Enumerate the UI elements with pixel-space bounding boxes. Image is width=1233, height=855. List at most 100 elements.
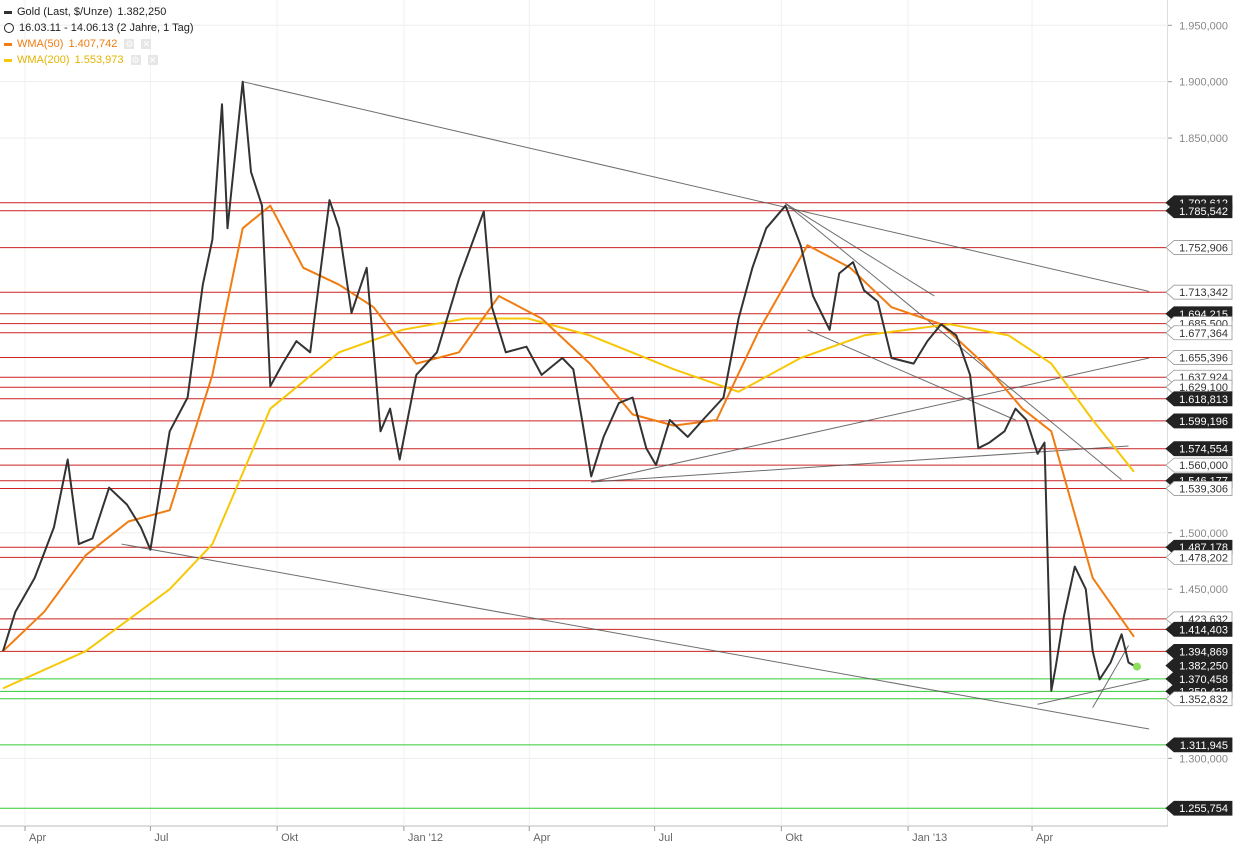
series-wma50 [2, 204, 1135, 652]
series-lines [2, 80, 1141, 692]
y-tick-label: 1.500,000 [1179, 528, 1228, 540]
level-label-box [1165, 350, 1233, 365]
level-label-text: 1.655,396 [1179, 353, 1228, 365]
level-label-text: 1.560,000 [1179, 460, 1228, 472]
legend-wma50-value: 1.407,742 [68, 38, 118, 50]
level-label-box [1165, 240, 1233, 255]
x-tick-label: Jul [154, 832, 168, 844]
y-axis: 1.300,000 1.450,000 1.500,000 1.850,000 1.90… [1168, 20, 1228, 765]
trend-line [242, 81, 1150, 292]
level-label-text: 1.414,403 [1179, 624, 1228, 636]
legend-row-wma200: WMA(200) 1.553,973 ⚙ ✕ [4, 52, 194, 68]
trend-line [785, 203, 935, 297]
legend-row-period: 16.03.11 - 14.06.13 (2 Jahre, 1 Tag) [4, 20, 194, 36]
clock-icon [4, 23, 14, 33]
level-label: 1.574,554 [1165, 441, 1233, 457]
x-tick-label: Jan '12 [408, 832, 443, 844]
x-tick-label: Apr [1036, 832, 1053, 844]
level-label: 1.713,342 [1165, 284, 1233, 300]
level-label-box [1165, 284, 1233, 300]
level-label: 1.599,196 [1165, 413, 1233, 429]
level-label-box [1165, 621, 1233, 637]
level-label-box [1165, 643, 1233, 659]
level-label-text: 1.785,542 [1179, 206, 1228, 218]
level-label-text: 1.394,869 [1179, 646, 1228, 658]
level-label-box [1165, 413, 1233, 429]
settings-icon[interactable]: ⚙ [124, 39, 135, 49]
level-label: 1.618,813 [1165, 391, 1233, 407]
legend-wma200-value: 1.553,973 [74, 54, 124, 66]
wma200-swatch [4, 58, 12, 62]
level-label: 1.414,403 [1165, 621, 1233, 637]
y-tick-label: 1.850,000 [1179, 133, 1228, 145]
level-label-text: 1.599,196 [1179, 416, 1228, 428]
level-label-text: 1.574,554 [1179, 444, 1228, 456]
level-label-text: 1.618,813 [1179, 394, 1228, 406]
legend-row-price: Gold (Last, $/Unze) 1.382,250 [4, 4, 194, 20]
trend-line [121, 543, 1150, 730]
y-tick-label: 1.900,000 [1179, 77, 1228, 89]
level-label: 1.370,458 [1165, 671, 1233, 687]
trend-line [1092, 645, 1129, 708]
level-label-box [1165, 457, 1233, 473]
legend-period: 16.03.11 - 14.06.13 (2 Jahre, 1 Tag) [19, 22, 194, 34]
level-label: 1.752,906 [1165, 240, 1233, 255]
level-label-box [1165, 203, 1233, 219]
level-label-box [1165, 549, 1233, 565]
legend-row-wma50: WMA(50) 1.407,742 ⚙ ✕ [4, 36, 194, 52]
x-tick-label: Jan '13 [912, 832, 947, 844]
close-icon[interactable]: ✕ [147, 55, 158, 65]
legend: Gold (Last, $/Unze) 1.382,250 16.03.11 -… [4, 4, 194, 68]
level-label: 1.478,202 [1165, 549, 1233, 565]
trend-lines [121, 81, 1150, 730]
level-label-text: 1.752,906 [1179, 243, 1228, 255]
series-wma200 [2, 317, 1135, 690]
y-tick-label: 1.300,000 [1179, 753, 1228, 765]
level-label-box [1165, 441, 1233, 457]
y-tick-label: 1.950,000 [1179, 20, 1228, 32]
level-label: 1.655,396 [1165, 350, 1233, 365]
legend-wma50-label: WMA(50) [17, 38, 64, 50]
level-label: 1.352,832 [1165, 691, 1233, 707]
x-tick-label: Okt [785, 832, 802, 844]
legend-price-label: Gold (Last, $/Unze) [17, 6, 113, 18]
level-label: 1.560,000 [1165, 457, 1233, 473]
close-icon[interactable]: ✕ [141, 39, 152, 49]
level-label-text: 1.629,100 [1179, 382, 1228, 394]
level-label: 1.382,250 [1165, 658, 1233, 673]
series-price [2, 80, 1135, 692]
level-label: 1.677,364 [1165, 325, 1233, 341]
settings-icon[interactable]: ⚙ [130, 55, 141, 65]
trend-line [591, 357, 1150, 483]
level-label-text: 1.352,832 [1179, 694, 1228, 706]
legend-price-value: 1.382,250 [117, 6, 167, 18]
level-label-box [1165, 325, 1233, 341]
level-label-box [1165, 481, 1233, 496]
level-label: 1.539,306 [1165, 481, 1233, 496]
level-label-box [1165, 737, 1233, 753]
level-label-box [1165, 800, 1233, 816]
level-label-text: 1.311,945 [1180, 740, 1228, 752]
x-tick-label: Jul [659, 832, 673, 844]
level-label-text: 1.713,342 [1179, 287, 1228, 299]
level-label-box [1165, 671, 1233, 687]
horizontal-levels [0, 202, 1168, 809]
level-label-text: 1.539,306 [1179, 483, 1228, 495]
level-label-text: 1.370,458 [1179, 674, 1228, 686]
y-tick-label: 1.450,000 [1179, 584, 1228, 596]
level-label: 1.255,754 [1165, 800, 1233, 816]
level-label-text: 1.255,754 [1179, 803, 1228, 815]
legend-wma200-label: WMA(200) [17, 54, 70, 66]
level-label-box [1165, 391, 1233, 407]
wma50-swatch [4, 42, 12, 46]
level-label-text: 1.478,202 [1179, 552, 1228, 564]
x-tick-label: Apr [533, 832, 550, 844]
level-labels: 1.792,6121.785,5421.752,9061.713,3421.69… [1165, 195, 1233, 816]
price-swatch [4, 10, 12, 14]
level-label-text: 1.677,364 [1179, 328, 1228, 340]
trend-line [785, 203, 1122, 481]
level-label: 1.394,869 [1165, 643, 1233, 659]
